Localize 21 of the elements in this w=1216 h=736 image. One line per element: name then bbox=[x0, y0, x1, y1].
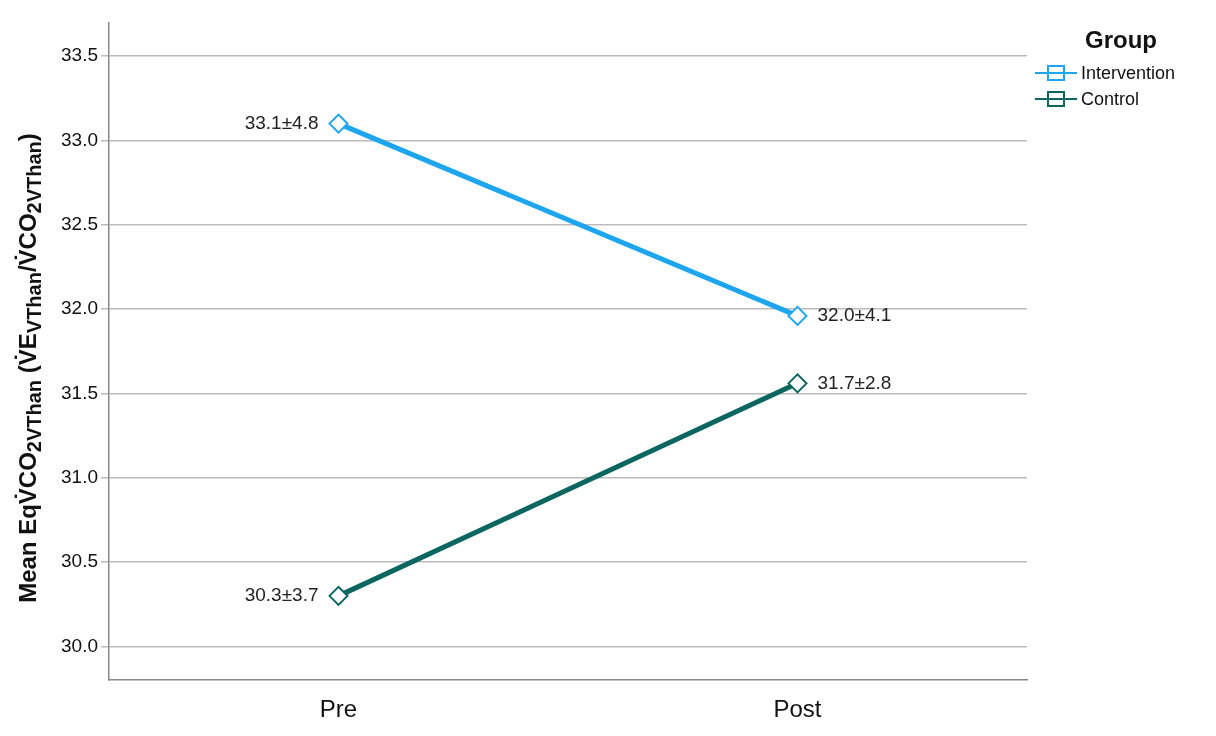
x-tick-label: Pre bbox=[319, 695, 358, 723]
y-tick-label: 31.0 bbox=[61, 466, 98, 488]
point bbox=[787, 305, 808, 326]
y-tick-label: 33.5 bbox=[61, 44, 98, 66]
annotation: 30.3±3.7 bbox=[244, 584, 319, 606]
y-tick-label: 32.0 bbox=[61, 297, 98, 319]
annotation: 33.1±4.8 bbox=[244, 111, 319, 133]
legend-title: Group bbox=[1085, 26, 1158, 54]
annotation: 32.0±4.1 bbox=[817, 304, 892, 326]
y-tick-label: 33.0 bbox=[61, 128, 98, 150]
legend-label: Intervention bbox=[1081, 62, 1176, 84]
y-tick-label: 30.0 bbox=[61, 634, 98, 656]
point bbox=[328, 113, 349, 134]
x-tick-label: Post bbox=[773, 695, 822, 723]
y-tick-label: 32.5 bbox=[61, 213, 98, 235]
annotation: 31.7±2.8 bbox=[817, 371, 892, 393]
point bbox=[787, 373, 808, 394]
legend-label: Control bbox=[1081, 88, 1140, 110]
y-tick-label: 30.5 bbox=[61, 550, 98, 572]
y-tick-label: 31.5 bbox=[61, 381, 98, 403]
point bbox=[328, 585, 349, 606]
